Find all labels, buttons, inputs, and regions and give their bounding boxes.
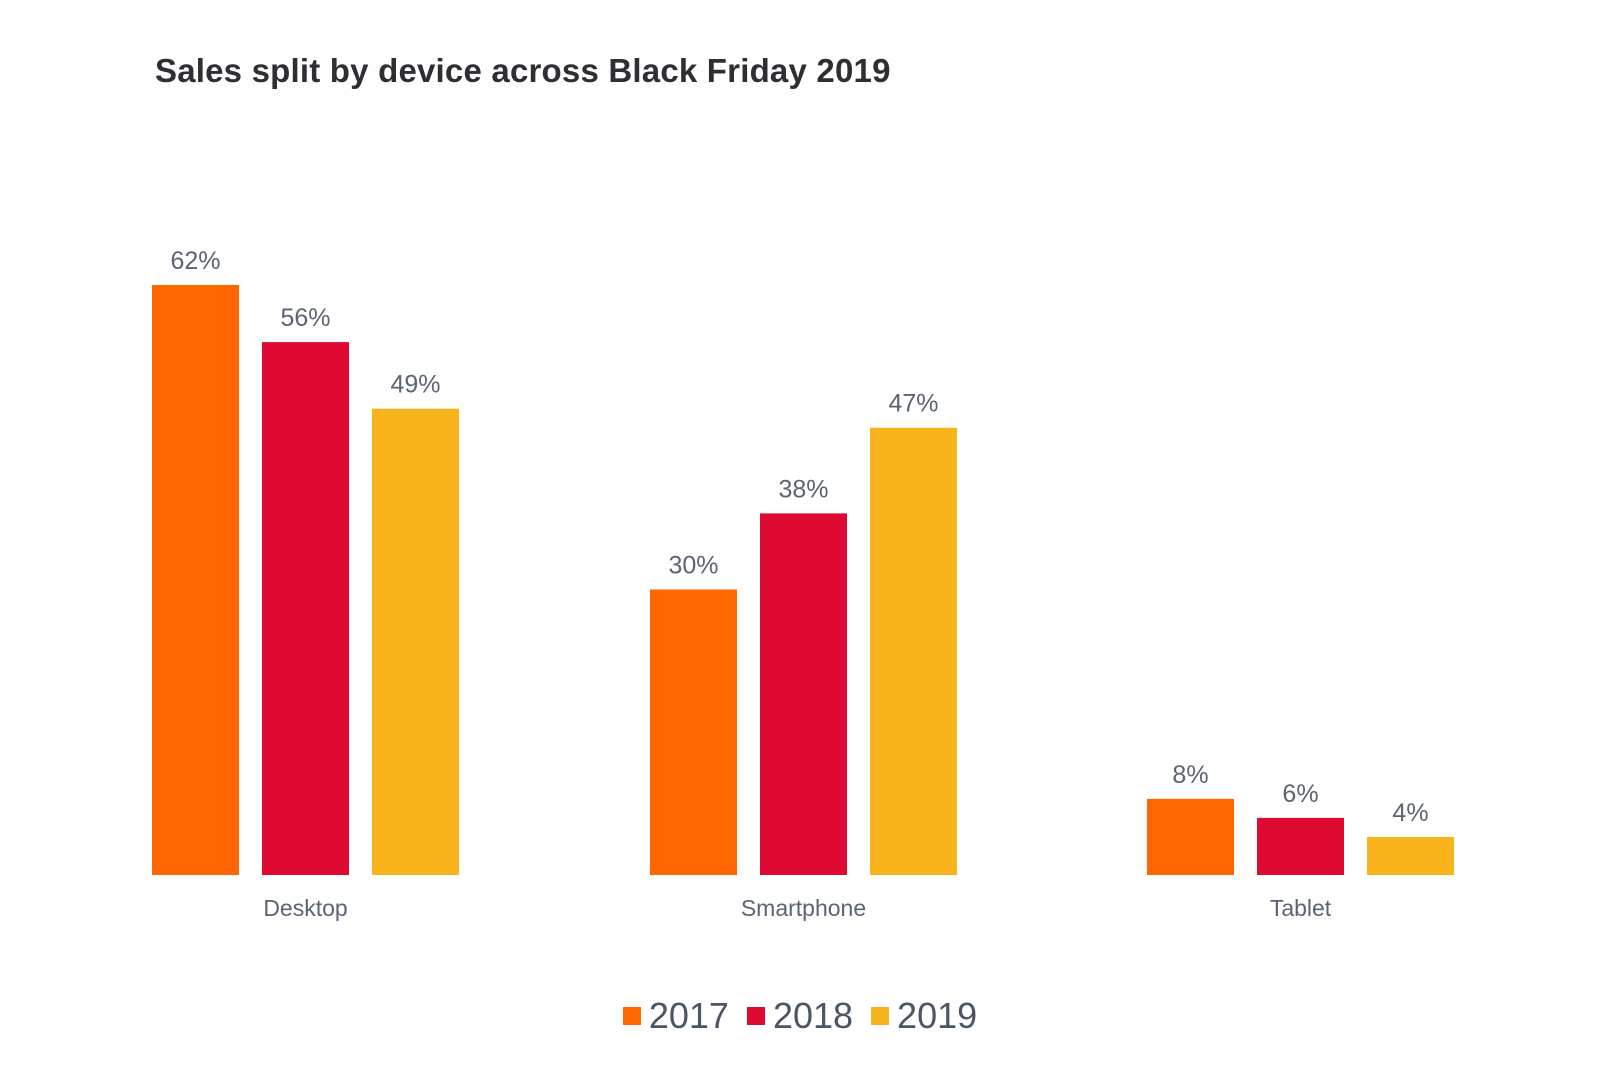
bar-desktop-2018 [262, 342, 349, 875]
legend-swatch-2018 [746, 1007, 765, 1025]
chart-title: Sales split by device across Black Frida… [155, 52, 891, 89]
legend-item-2017: 2017 [622, 995, 729, 1037]
legend-label-2017: 2017 [648, 995, 729, 1036]
bar-tablet-2018 [1257, 817, 1344, 875]
data-label-tablet-2018: 6% [1282, 780, 1318, 808]
category-label-tablet: Tablet [1270, 895, 1332, 921]
data-label-smartphone-2019: 47% [888, 390, 938, 418]
legend-swatch-2019 [871, 1007, 890, 1025]
legend-label-2018: 2018 [772, 995, 854, 1036]
bar-smartphone-2019 [870, 427, 957, 875]
category-label-smartphone: Smartphone [741, 895, 866, 921]
data-label-tablet-2019: 4% [1392, 799, 1428, 827]
bar-desktop-2019 [372, 408, 459, 875]
category-label-desktop: Desktop [263, 895, 347, 921]
legend-label-2019: 2019 [897, 995, 978, 1036]
legend-item-2018: 2018 [746, 995, 854, 1037]
data-label-smartphone-2017: 30% [668, 552, 718, 580]
bar-smartphone-2018 [760, 513, 847, 875]
data-label-desktop-2018: 56% [280, 304, 330, 332]
bar-tablet-2019 [1367, 836, 1454, 875]
bar-smartphone-2017 [650, 589, 737, 875]
data-label-tablet-2017: 8% [1172, 761, 1208, 789]
legend-item-2019: 2019 [871, 995, 977, 1037]
data-label-desktop-2017: 62% [170, 247, 220, 275]
data-label-desktop-2019: 49% [390, 371, 440, 399]
bar-desktop-2017 [152, 285, 239, 875]
legend: 2017 2018 2019 [0, 995, 1600, 1037]
bar-tablet-2017 [1147, 798, 1234, 875]
legend-swatch-2017 [622, 1007, 641, 1025]
data-label-smartphone-2018: 38% [778, 475, 828, 503]
